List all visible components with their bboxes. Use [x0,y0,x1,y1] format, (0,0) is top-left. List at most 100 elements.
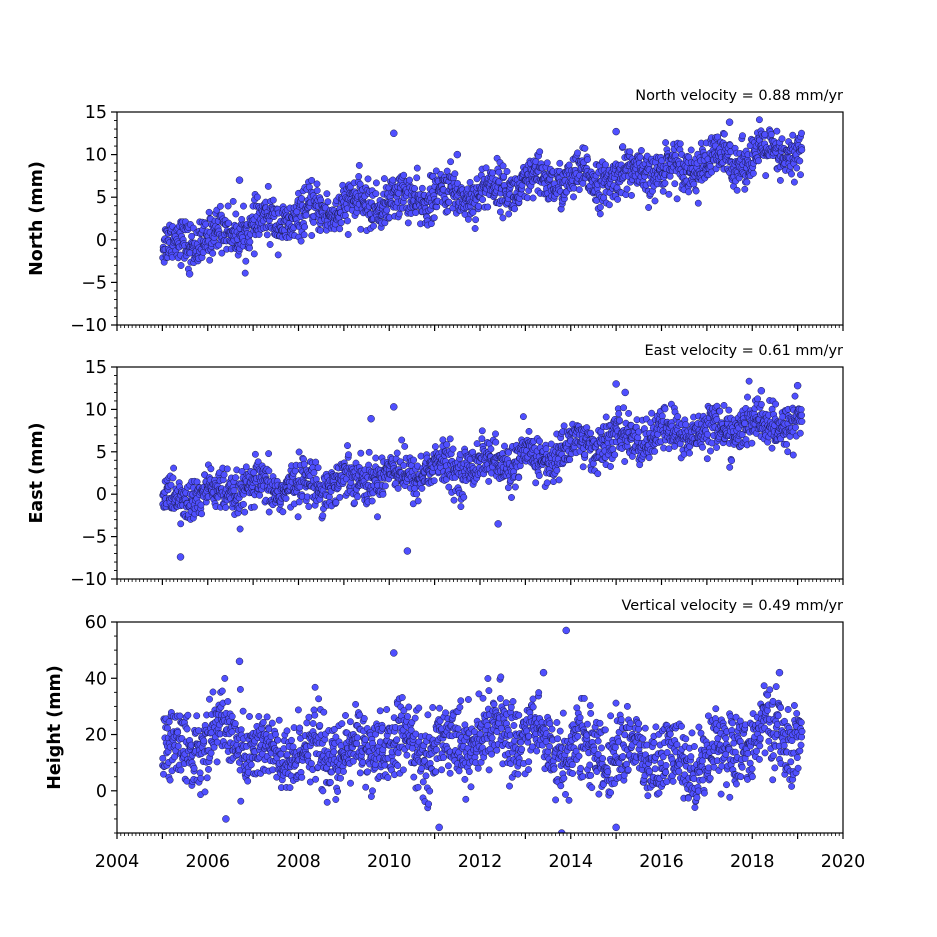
data-point [394,484,402,492]
data-point [447,158,455,166]
data-point [444,762,452,770]
data-point [232,474,240,482]
data-point [555,476,563,484]
data-point [223,465,231,473]
data-point [404,219,412,227]
data-point [768,444,776,452]
data-point [440,754,447,761]
data-point [560,422,568,430]
outlier-point [235,176,244,184]
data-point [359,758,367,766]
data-point [460,493,468,501]
data-point [265,450,273,458]
data-point [310,469,318,477]
data-point [369,787,376,795]
data-point [515,474,523,482]
y-tick-label: 0 [96,485,107,505]
data-point [308,232,316,239]
data-point [269,196,277,204]
data-point [788,170,795,178]
data-point [372,179,380,187]
data-point [250,503,258,511]
data-point [797,171,804,179]
data-point [716,407,724,415]
data-point [337,219,345,227]
data-point [183,725,191,733]
data-point [673,195,681,203]
data-point [332,499,340,506]
data-point [360,715,368,722]
data-point [383,206,391,214]
data-point [666,172,674,180]
data-point [566,456,574,464]
data-point [433,746,440,754]
data-point [536,437,543,445]
data-point [553,466,561,474]
data-point [581,451,589,459]
data-point [636,153,644,161]
data-point [337,774,344,782]
data-point [300,460,308,468]
data-point [501,442,508,450]
data-point [706,162,714,170]
data-point [184,711,192,719]
data-point [444,207,452,215]
data-point [159,754,167,762]
data-point [484,675,492,682]
data-point [674,413,682,420]
data-point [394,749,402,757]
data-point [687,146,695,154]
data-point [469,208,477,216]
data-point [383,706,391,713]
data-point [338,720,346,728]
data-point [762,172,770,180]
data-point [455,767,463,775]
data-point [741,185,749,193]
data-point [405,703,413,711]
data-point [207,465,215,473]
outlier-point [725,118,734,126]
data-point [205,208,213,216]
data-point [177,262,185,269]
data-point [298,773,306,781]
data-point [177,766,185,774]
data-point [446,435,454,443]
data-point [364,768,371,776]
data-point [645,204,653,211]
data-point [505,210,513,218]
data-point [356,769,364,777]
y-tick-label: −5 [81,273,107,293]
data-point [607,463,614,470]
data-point [320,708,328,716]
data-point [492,430,499,438]
data-point [789,131,797,139]
data-point [368,497,376,505]
outlier-point [367,414,375,423]
data-point [605,201,613,209]
data-point [414,783,422,791]
data-point [596,210,604,218]
data-point [274,251,282,259]
data-point [347,779,354,787]
data-point [205,765,212,773]
data-point [419,778,427,786]
data-point [757,400,765,408]
data-point [352,700,360,708]
data-point [438,766,446,774]
scatter-points [159,116,806,278]
data-point [213,758,221,766]
data-point [637,147,645,154]
data-point [714,133,722,141]
data-point [230,487,238,495]
data-point [237,797,245,805]
outlier-point [390,403,398,411]
data-point [367,793,375,800]
data-point [739,132,746,140]
data-point [451,170,459,178]
data-point [619,143,627,151]
data-point [216,202,224,210]
y-tick-label: −5 [81,528,107,548]
data-point [372,454,380,462]
data-point [174,742,182,750]
data-point [291,467,299,475]
